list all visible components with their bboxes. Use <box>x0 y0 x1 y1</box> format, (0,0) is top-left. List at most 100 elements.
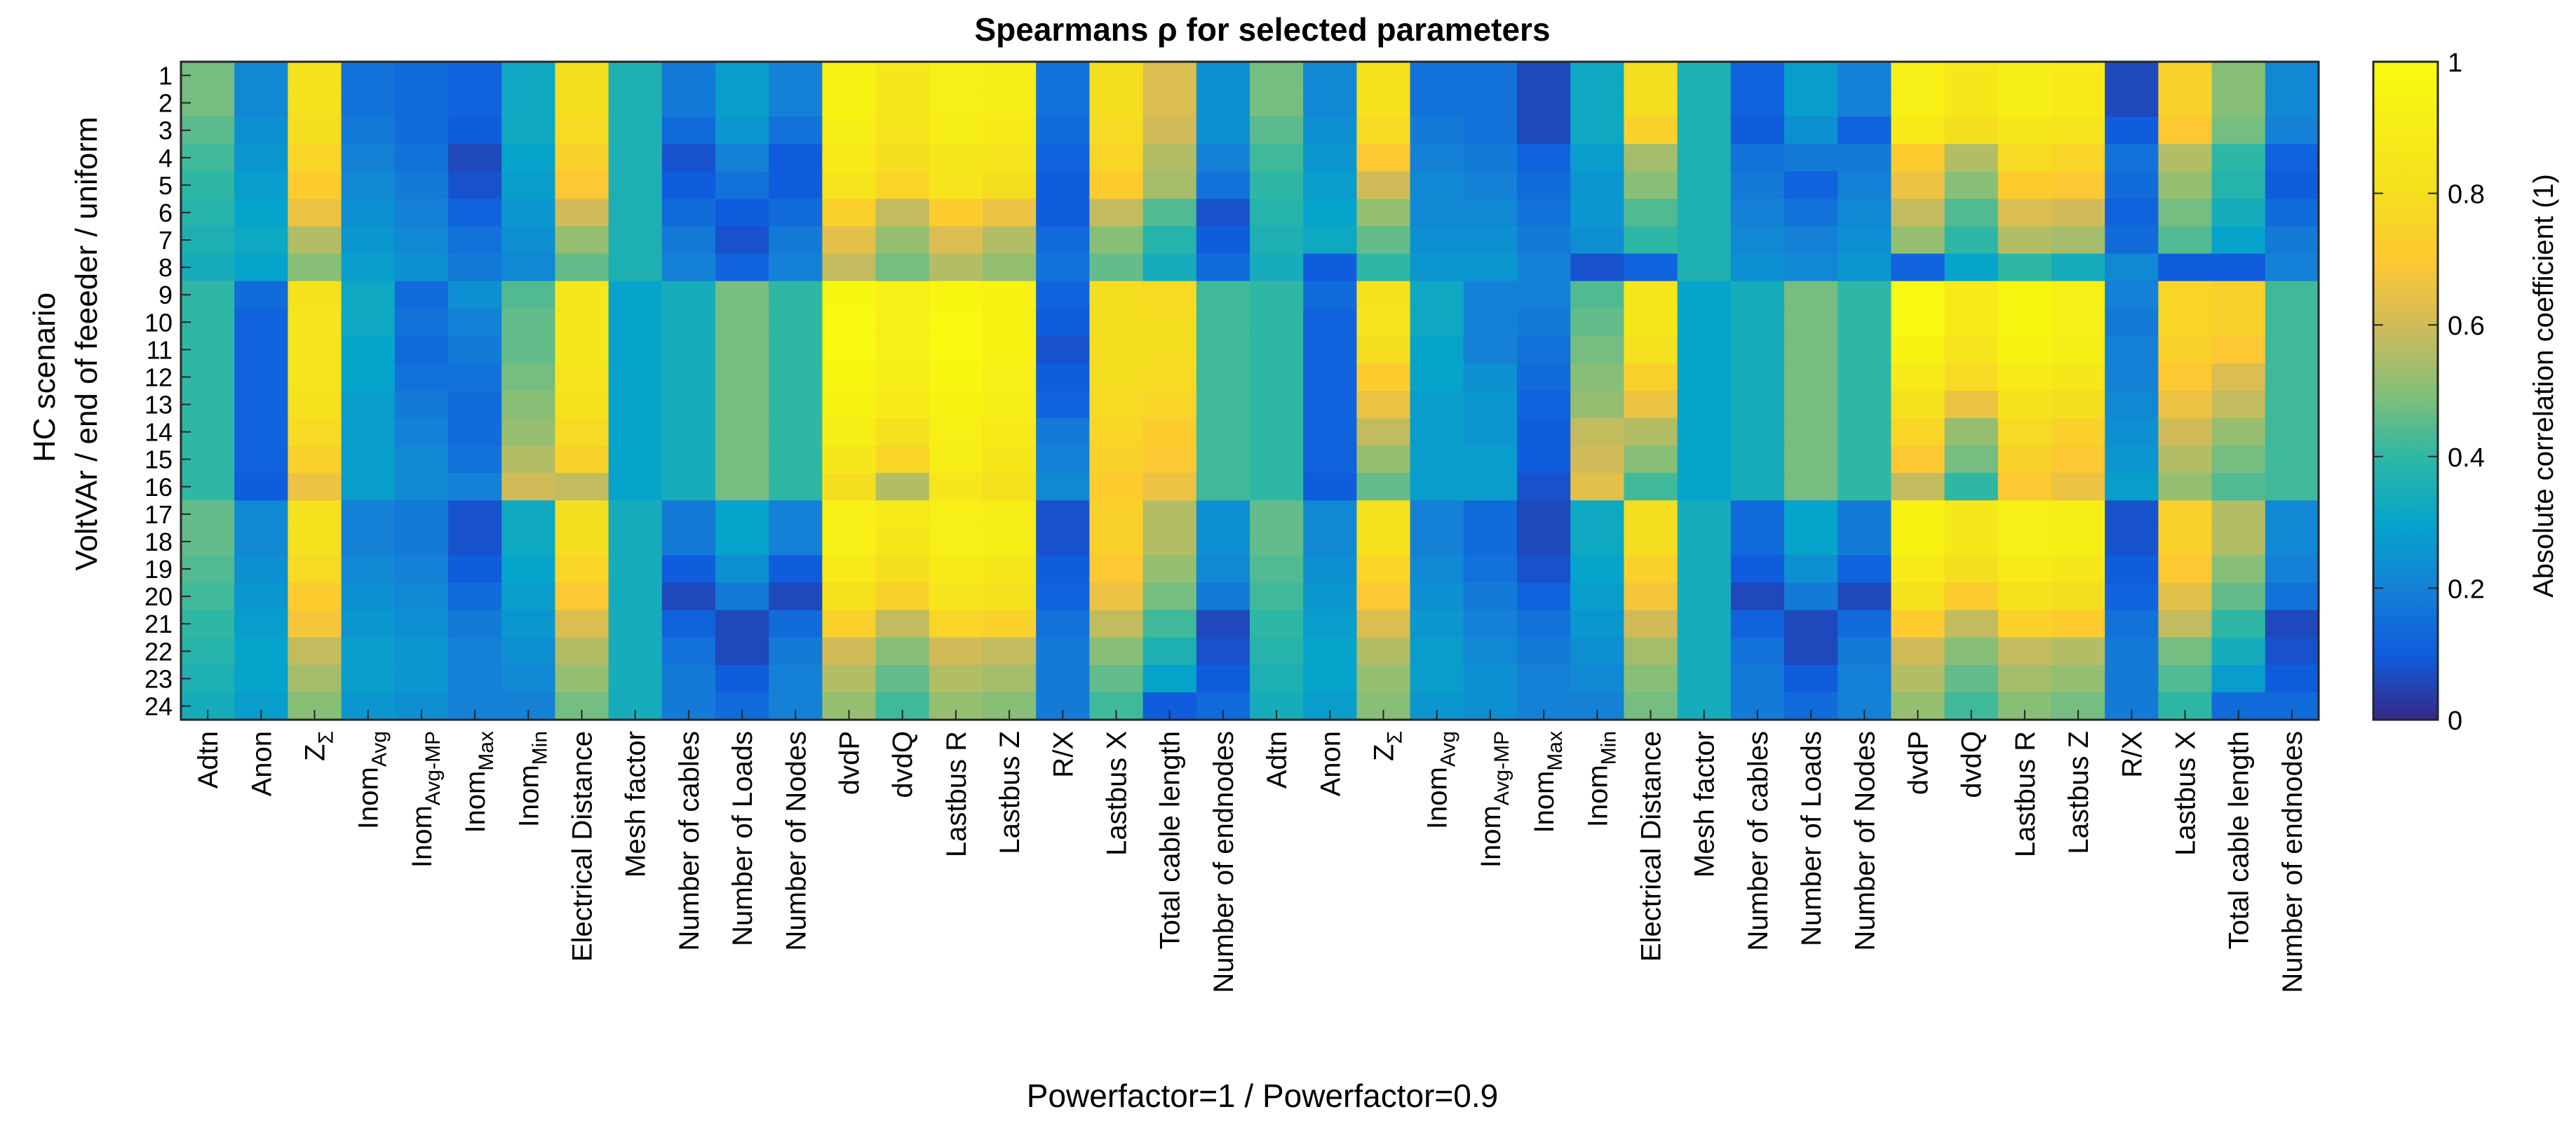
heatmap-cell <box>394 528 449 556</box>
heatmap-cell <box>1837 308 1891 337</box>
heatmap-cell <box>1142 528 1197 556</box>
heatmap-cell <box>1089 62 1144 90</box>
heatmap-cell <box>769 582 823 611</box>
heatmap-cell <box>1142 582 1197 611</box>
heatmap-cell <box>1730 555 1785 584</box>
heatmap-cell <box>1303 199 1357 227</box>
x-tick-label: Number of endnodes <box>2277 731 2308 993</box>
heatmap-cell <box>555 391 609 419</box>
heatmap-cell <box>1463 62 1518 90</box>
x-tick-label: Number of Nodes <box>781 731 811 951</box>
x-tick-label: Adtn <box>1262 731 1293 788</box>
heatmap-cell <box>2265 363 2319 391</box>
heatmap-cell <box>1089 555 1144 584</box>
heatmap-cell <box>822 171 877 200</box>
heatmap-cell <box>1677 637 1732 666</box>
heatmap-cell <box>1036 528 1090 556</box>
heatmap-cell <box>1624 363 1678 391</box>
x-tick-label: InomMax <box>1529 731 1567 833</box>
heatmap-cell <box>822 281 877 309</box>
heatmap-cell <box>394 62 449 90</box>
heatmap-cell <box>1997 171 2052 200</box>
heatmap-cell <box>769 363 823 391</box>
heatmap-cell <box>769 253 823 282</box>
heatmap-cell <box>1196 62 1250 90</box>
heatmap-cell <box>1570 555 1624 584</box>
heatmap-cell <box>1036 391 1090 419</box>
heatmap-cell <box>661 335 716 364</box>
heatmap-cell <box>1837 664 1891 693</box>
heatmap-cell <box>929 473 983 501</box>
heatmap-cell <box>1303 62 1357 90</box>
heatmap-cell <box>1784 555 1838 584</box>
heatmap-cell <box>1196 308 1250 337</box>
x-tick-label: R/X <box>2117 731 2147 778</box>
heatmap-cell <box>448 637 502 666</box>
heatmap-cell <box>1730 62 1785 90</box>
heatmap-cell <box>1142 363 1197 391</box>
heatmap-cell <box>1356 226 1411 255</box>
heatmap-cell <box>341 610 396 638</box>
heatmap-cell <box>1677 62 1732 90</box>
heatmap-cell <box>1517 171 1571 200</box>
heatmap-cell <box>555 363 609 391</box>
heatmap-cell <box>1089 253 1144 282</box>
heatmap-cell <box>448 253 502 282</box>
heatmap-cell <box>1517 199 1571 227</box>
heatmap-cell <box>929 144 983 172</box>
heatmap-cell <box>608 335 663 364</box>
heatmap-cell <box>2265 555 2319 584</box>
heatmap-cell <box>2211 473 2266 501</box>
heatmap-cell <box>715 610 769 638</box>
heatmap-cell <box>2158 308 2213 337</box>
y-tick-label: 17 <box>144 500 173 529</box>
x-tick-label: Lastbus R <box>2010 731 2041 857</box>
y-axis-label-line1: HC scenario <box>27 293 62 462</box>
heatmap-cell <box>2265 528 2319 556</box>
heatmap-cell <box>1944 253 1999 282</box>
heatmap-cell <box>501 308 555 337</box>
x-tick-label: Lastbus X <box>2171 731 2201 856</box>
heatmap-cell <box>2051 335 2105 364</box>
heatmap-cell <box>1036 281 1090 309</box>
heatmap-cell <box>1624 308 1678 337</box>
heatmap-cell <box>1410 116 1464 145</box>
x-tick-label: Number of cables <box>1743 731 1774 951</box>
heatmap-cell <box>2265 335 2319 364</box>
heatmap-cell <box>288 62 342 90</box>
heatmap-cell <box>1891 281 1946 309</box>
heatmap-cell <box>555 473 609 501</box>
heatmap-cell <box>448 582 502 611</box>
heatmap-cell <box>2211 445 2266 474</box>
heatmap-cell <box>234 363 288 391</box>
heatmap-cell <box>2158 391 2213 419</box>
heatmap-cell <box>661 89 716 117</box>
heatmap-cell <box>1410 89 1464 117</box>
heatmap-cell <box>1196 89 1250 117</box>
heatmap-cell <box>501 555 555 584</box>
heatmap-cell <box>1250 199 1304 227</box>
heatmap-cell <box>2211 171 2266 200</box>
heatmap-cell <box>769 62 823 90</box>
heatmap-cell <box>501 89 555 117</box>
heatmap-cell <box>1944 582 1999 611</box>
heatmap-cell <box>2105 391 2159 419</box>
heatmap-cell <box>1142 664 1197 693</box>
heatmap-cell <box>2051 610 2105 638</box>
heatmap-cell <box>501 62 555 90</box>
heatmap-cell <box>2211 637 2266 666</box>
heatmap-cell <box>1196 171 1250 200</box>
heatmap-cell <box>2211 253 2266 282</box>
heatmap-cell <box>661 363 716 391</box>
heatmap-cell <box>1997 528 2052 556</box>
heatmap-cell <box>1410 171 1464 200</box>
x-tick-label: InomMin <box>513 731 551 827</box>
heatmap-cell <box>1463 637 1518 666</box>
heatmap-cell <box>2158 582 2213 611</box>
heatmap-cell <box>341 335 396 364</box>
heatmap-cell <box>2051 116 2105 145</box>
heatmap-cell <box>929 62 983 90</box>
heatmap-cell <box>555 253 609 282</box>
heatmap-cell <box>1196 144 1250 172</box>
heatmap-cell <box>1784 89 1838 117</box>
